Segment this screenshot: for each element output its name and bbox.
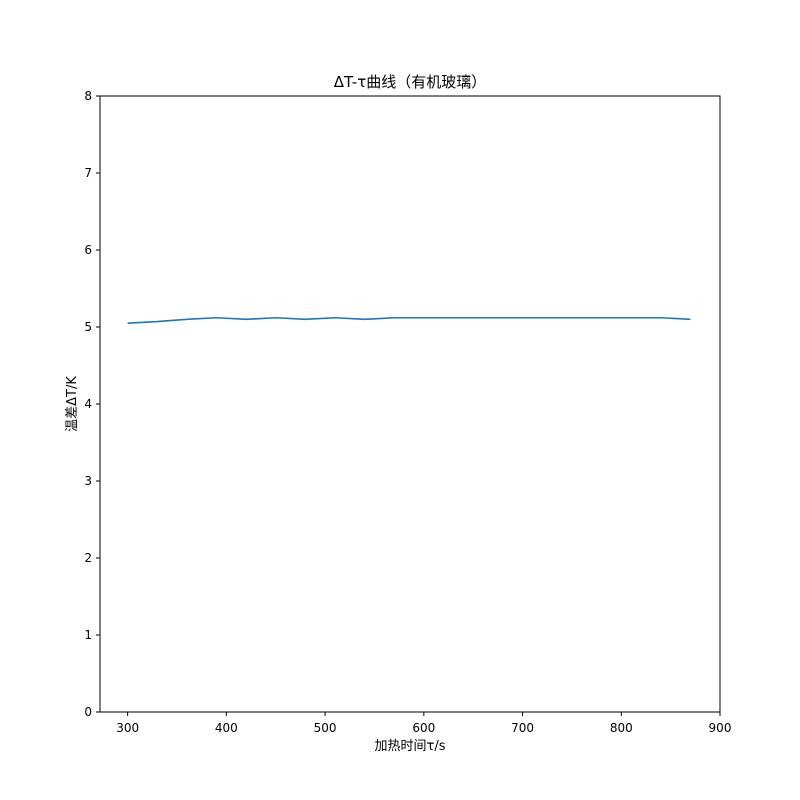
plot-frame (99, 95, 721, 713)
x-tick-label: 300 (116, 721, 139, 735)
x-axis-label: 加热时间τ/s (375, 739, 446, 754)
chart-title: ΔT-τ曲线（有机玻璃） (334, 73, 487, 91)
y-tick-label: 5 (84, 320, 92, 334)
x-tick-label: 500 (314, 721, 337, 735)
x-tick-label: 800 (610, 721, 633, 735)
y-axis-label: 温差ΔT/K (65, 376, 80, 432)
series-line-0 (127, 316, 691, 324)
y-tick-label: 8 (84, 89, 92, 103)
y-tick-label: 4 (84, 397, 92, 411)
y-tick-label: 6 (84, 243, 92, 257)
y-tick-label: 7 (84, 166, 92, 180)
x-tick-label: 900 (709, 721, 732, 735)
x-tick-label: 600 (412, 721, 435, 735)
y-tick-label: 3 (84, 474, 92, 488)
y-tick-label: 2 (84, 551, 92, 565)
x-tick-label: 400 (215, 721, 238, 735)
y-tick-label: 0 (84, 705, 92, 719)
plot-area: 300 400 500 600 700 800 900 0 1 2 3 4 5 6 7 8 (84, 89, 731, 735)
x-tick-label: 700 (511, 721, 534, 735)
y-tick-label: 1 (84, 628, 92, 642)
